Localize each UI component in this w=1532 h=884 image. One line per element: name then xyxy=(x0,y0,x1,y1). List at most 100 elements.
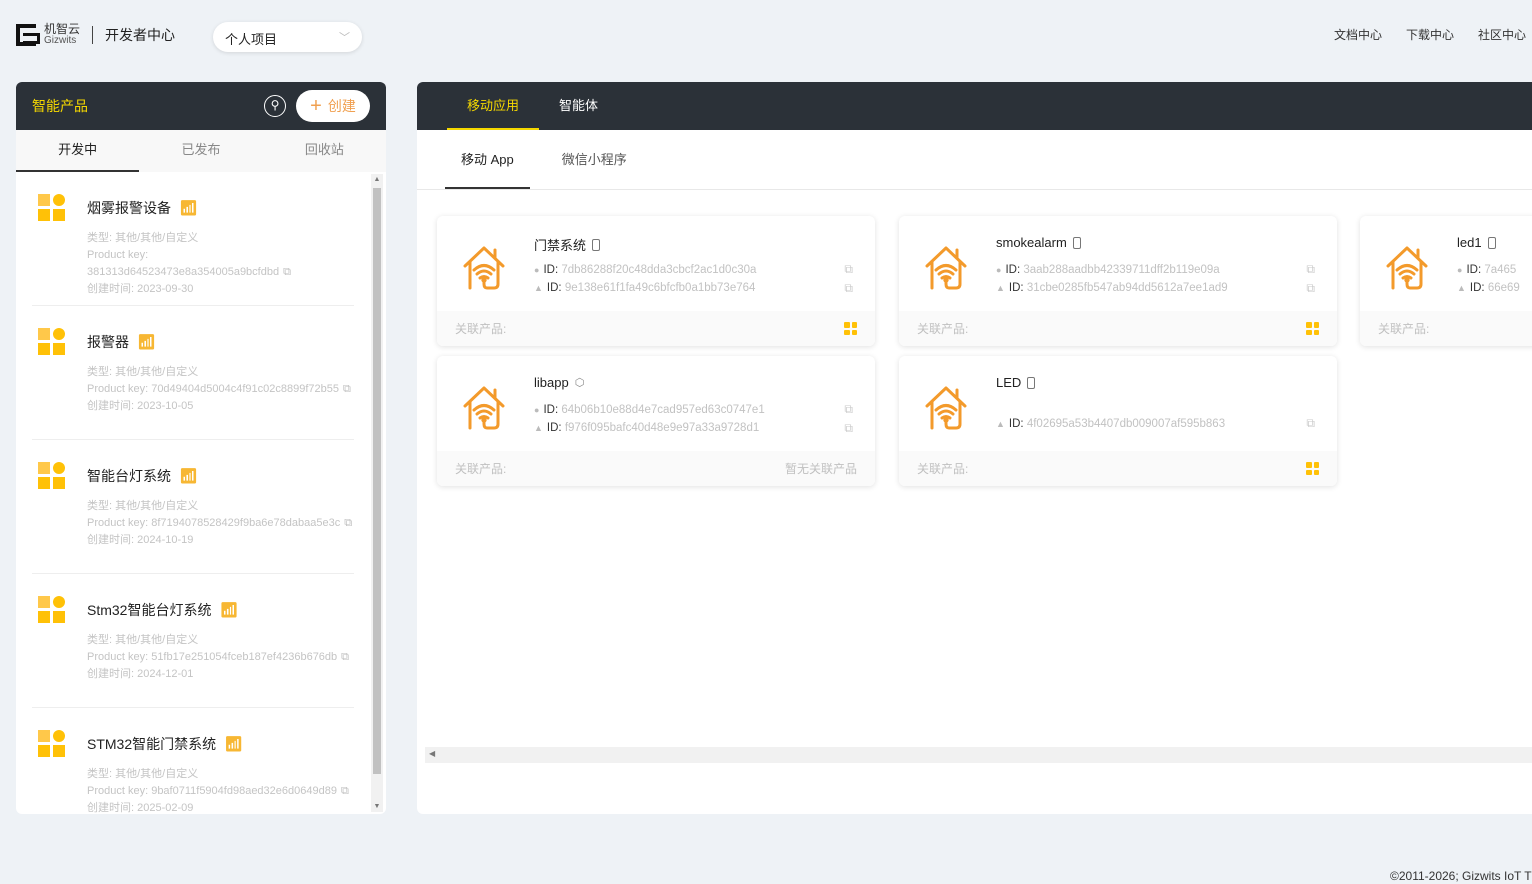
android-app-id: 66e69 xyxy=(1487,282,1520,294)
copy-icon[interactable]: ⧉ xyxy=(1306,281,1315,295)
copy-icon[interactable]: ⧉ xyxy=(343,383,351,395)
copy-icon[interactable]: ⧉ xyxy=(283,266,291,278)
app-card[interactable]: led1●ID: 7a465⧉▲ID: 66e69⧉ 关联产品: xyxy=(1360,216,1532,346)
logo[interactable]: 机智云 Gizwits 开发者中心 xyxy=(16,23,176,46)
app-card[interactable]: smokealarm ● ID: 3aab288aadbb42339711dff2b… xyxy=(899,216,1337,346)
product-item[interactable]: 智能台灯系统 📶︎ 类型: 其他/其他/自定义 Product key: 8f719… xyxy=(32,440,354,574)
product-created: 创建时间: 2023-09-30 xyxy=(87,283,194,295)
subtab-wechat-miniprogram[interactable]: 微信小程序 xyxy=(561,152,627,167)
apple-icon: ● xyxy=(534,265,540,275)
scroll-up-icon[interactable]: ▲ xyxy=(373,176,381,183)
top-links: 文档中心 下载中心 社区中心 xyxy=(1334,26,1526,43)
tab-developing[interactable]: 开发中 xyxy=(16,130,140,172)
product-grid-icon[interactable] xyxy=(844,322,857,335)
search-icon[interactable]: ⚲ xyxy=(264,95,286,117)
tab-published[interactable]: 已发布 xyxy=(181,142,221,157)
plus-icon: + xyxy=(310,94,322,117)
apple-icon: ● xyxy=(534,405,540,415)
product-key: Product key: 9baf0711f5904fd98aed32e6d06… xyxy=(87,785,337,797)
related-label: 关联产品: xyxy=(455,322,507,336)
copy-icon[interactable]: ⧉ xyxy=(341,651,350,663)
horizontal-scrollbar[interactable]: ◀ xyxy=(425,747,1532,763)
copy-icon[interactable]: ⧉ xyxy=(844,402,853,416)
create-button[interactable]: + 创建 xyxy=(296,90,370,122)
app-card[interactable]: libapp ⬡ ● ID: 64b06b10e88d4e7cad957ed63c07… xyxy=(437,356,875,486)
project-select[interactable]: 个人项目 ﹀ xyxy=(213,22,362,52)
phone-icon xyxy=(1027,376,1036,389)
copy-icon[interactable]: ⧉ xyxy=(844,421,853,435)
id-label: ID: xyxy=(543,264,559,276)
scrollbar-thumb[interactable] xyxy=(373,188,381,774)
copy-icon[interactable]: ⧉ xyxy=(844,281,853,295)
card-footer: 关联产品: xyxy=(437,311,875,346)
subtab-mobile-app[interactable]: 移动 App xyxy=(445,130,530,189)
android-icon: ▲ xyxy=(534,283,543,293)
panel-title: 智能产品 xyxy=(32,98,88,114)
related-empty: 暂无关联产品 xyxy=(784,462,857,476)
tab-recycle-bin[interactable]: 回收站 xyxy=(304,142,344,157)
product-item[interactable]: 报警器 📶︎ 类型: 其他/其他/自定义 Product key: 70d49404… xyxy=(32,306,354,440)
card-footer: 关联产品: xyxy=(1360,311,1532,346)
product-created: 创建时间: 2023-10-05 xyxy=(87,400,194,412)
android-icon: ▲ xyxy=(534,423,543,433)
wifi-icon: 📶︎ xyxy=(224,736,244,753)
product-item[interactable]: 烟雾报警设备 📶︎ 类型: 其他/其他/自定义 Product key: 38131… xyxy=(32,172,354,306)
product-grid-icon[interactable] xyxy=(1306,322,1319,335)
vertical-scrollbar[interactable]: ▲ ▼ xyxy=(371,174,383,812)
product-tabs: 开发中 已发布 回收站 xyxy=(16,130,386,172)
product-name: Stm32智能台灯系统 xyxy=(87,602,212,618)
product-created: 创建时间: 2024-10-19 xyxy=(87,534,194,546)
ios-app-id: 64b06b10e88d4e7cad957ed63c0747e1 xyxy=(561,404,765,416)
product-item[interactable]: Stm32智能台灯系统 📶︎ 类型: 其他/其他/自定义 Product key: … xyxy=(32,574,354,708)
tab-agents[interactable]: 智能体 xyxy=(559,98,599,113)
id-label: ID: xyxy=(1005,264,1021,276)
apple-icon: ● xyxy=(996,265,1002,275)
product-key: Product key: 51fb17e251054fceb187ef4236b… xyxy=(87,651,338,663)
app-card[interactable]: 门禁系统 ● ID: 7db86288f20c48dda3cbcf2ac1d0c30… xyxy=(437,216,875,346)
phone-icon xyxy=(1487,236,1496,249)
app-card[interactable]: LED ▲ ID: 4f02695a53b4407db009007af595b863… xyxy=(899,356,1337,486)
product-created: 创建时间: 2025-02-09 xyxy=(87,802,194,814)
product-key: Product key: 8f7194078528429f9ba6e78daba… xyxy=(87,517,341,529)
android-icon: ▲ xyxy=(1457,283,1466,293)
smart-home-icon xyxy=(1382,242,1432,292)
related-label: 关联产品: xyxy=(917,462,969,476)
link-community[interactable]: 社区中心 xyxy=(1477,28,1526,42)
project-select-value: 个人项目 xyxy=(225,32,278,47)
related-label: 关联产品: xyxy=(1378,322,1430,336)
link-docs[interactable]: 文档中心 xyxy=(1333,28,1382,42)
product-icon xyxy=(38,462,66,490)
id-label: ID: xyxy=(543,404,559,416)
link-downloads[interactable]: 下载中心 xyxy=(1405,28,1454,42)
app-name: libapp xyxy=(534,375,569,390)
wifi-icon: 📶︎ xyxy=(179,468,199,485)
android-icon: ▲ xyxy=(996,419,1005,429)
card-footer: 关联产品: xyxy=(899,311,1337,346)
product-type: 类型: 其他/其他/自定义 xyxy=(87,232,199,244)
create-label: 创建 xyxy=(327,98,356,114)
copy-icon[interactable]: ⧉ xyxy=(1306,416,1315,430)
product-name: 智能台灯系统 xyxy=(87,468,171,484)
app-panel: 移动应用 智能体 移动 App 微信小程序 门禁系统 ● ID: 7db86288f… xyxy=(417,82,1532,814)
app-name: 门禁系统 xyxy=(534,238,587,253)
product-icon xyxy=(38,596,66,624)
copy-icon[interactable]: ⧉ xyxy=(344,517,353,529)
scroll-down-icon[interactable]: ▼ xyxy=(373,803,381,810)
product-item[interactable]: STM32智能门禁系统 📶︎ 类型: 其他/其他/自定义 Product key: … xyxy=(32,708,354,814)
ios-app-id: 7a465 xyxy=(1484,264,1517,276)
product-icon xyxy=(38,730,66,758)
product-created: 创建时间: 2024-12-01 xyxy=(87,668,194,680)
tab-mobile-apps[interactable]: 移动应用 xyxy=(447,82,540,130)
copy-icon[interactable]: ⧉ xyxy=(1306,262,1315,276)
id-label: ID: xyxy=(1469,282,1485,294)
page-title: 开发者中心 xyxy=(105,27,176,43)
scroll-left-icon[interactable]: ◀ xyxy=(429,749,436,758)
copy-icon[interactable]: ⧉ xyxy=(844,262,853,276)
product-grid-icon[interactable] xyxy=(1306,462,1319,475)
product-panel-header: 智能产品 ⚲ + 创建 xyxy=(16,82,386,130)
smart-home-icon xyxy=(459,242,509,292)
copy-icon[interactable]: ⧉ xyxy=(340,785,349,797)
gizwits-logo-icon xyxy=(16,24,40,46)
app-name: LED xyxy=(996,375,1022,390)
product-icon xyxy=(38,328,66,356)
